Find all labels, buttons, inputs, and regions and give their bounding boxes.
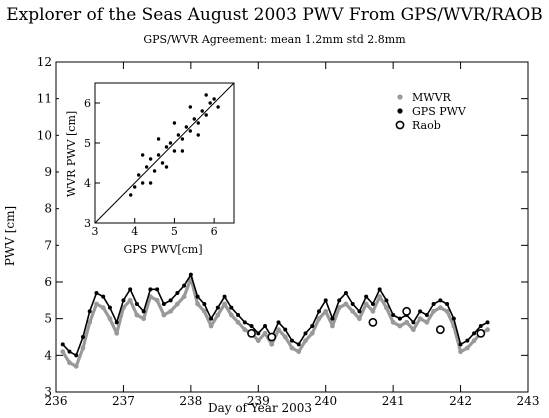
x-tick-label: 237 [112, 394, 135, 408]
inset-point [140, 181, 145, 185]
legend-label-raob: Raob [412, 119, 441, 132]
series-raob [247, 306, 486, 342]
y-tick-label: 11 [37, 92, 52, 106]
inset-point [204, 93, 208, 97]
inset-point [200, 109, 204, 113]
inset-point [140, 153, 145, 157]
inset-point [172, 149, 177, 153]
x-tick-label: 243 [517, 394, 540, 408]
inset-point [148, 181, 153, 185]
inset-point [129, 193, 133, 197]
raob-point [435, 325, 445, 335]
legend-label-mwvr: MWVR [412, 91, 452, 104]
inset-point [184, 125, 189, 129]
chart-subtitle: GPS/WVR Agreement: mean 1.2mm std 2.8mm [143, 33, 406, 46]
x-axis-label: Day of Year 2003 [208, 401, 312, 415]
raob-point [247, 328, 256, 338]
legend-label-gps: GPS PWV [412, 105, 467, 118]
raob-point [267, 332, 277, 342]
inset-point [144, 165, 149, 169]
inset-x-tick-label: 4 [131, 225, 138, 238]
inset-point [180, 137, 185, 141]
inset-x-tick-label: 3 [92, 225, 99, 238]
inset-y-tick-label: 5 [84, 137, 91, 150]
inset-point [164, 145, 169, 149]
raob-point [476, 328, 486, 338]
chart-title: Explorer of the Seas August 2003 PWV Fro… [6, 5, 543, 25]
inset-x-axis-label: GPS PWV[cm] [123, 243, 202, 256]
x-tick-label: 242 [449, 394, 472, 408]
legend-marker-raob [395, 120, 405, 130]
y-tick-label: 6 [44, 275, 52, 289]
inset-y-tick-label: 6 [84, 97, 91, 110]
inset-point [172, 121, 177, 125]
inset-one-to-one-line [94, 82, 235, 224]
inset-point [204, 113, 208, 117]
inset-point [188, 105, 193, 109]
inset-scatter-plot: 3 4 5 6 3 4 5 6 [59, 75, 242, 255]
series-trace [61, 276, 489, 368]
inset-point [196, 121, 200, 125]
inset-y-tick-label: 4 [84, 177, 91, 190]
inset-y-axis-label: WVR PWV [cm] [65, 111, 78, 197]
raob-point [368, 317, 378, 327]
legend-marker-mwvr [397, 94, 403, 100]
inset-point [156, 137, 161, 141]
y-tick-label: 9 [44, 165, 52, 179]
inset-x-tick-label: 5 [171, 225, 178, 238]
main-plot-area: 236 237 238 239 240 241 242 243 3 4 5 6 7 8 9 10 11 12 [37, 55, 540, 408]
inset-point [216, 105, 220, 109]
y-tick-label: 10 [37, 128, 52, 142]
y-tick-label: 12 [37, 55, 52, 69]
y-tick-label: 5 [44, 312, 52, 326]
inset-point [208, 101, 212, 105]
inset-point [188, 129, 193, 133]
inset-point [152, 169, 157, 173]
series-gps-pwv [60, 272, 490, 358]
x-tick-label: 239 [247, 394, 270, 408]
series-mwvr [60, 275, 490, 369]
x-tick-label: 240 [314, 394, 337, 408]
y-tick-label: 7 [44, 238, 52, 252]
inset-y-tick-label: 3 [84, 217, 91, 230]
inset-point [212, 97, 216, 101]
y-axis-label: PWV [cm] [3, 206, 17, 266]
x-tick-label: 241 [382, 394, 405, 408]
raob-point [402, 306, 412, 316]
inset-point [192, 117, 196, 121]
y-tick-label: 4 [44, 348, 52, 362]
inset-point [164, 165, 169, 169]
inset-point [180, 149, 185, 153]
inset-point [133, 185, 137, 189]
main-plot-frame [55, 61, 529, 393]
inset-point [148, 157, 153, 161]
inset-point [136, 173, 141, 177]
y-tick-label: 3 [44, 385, 52, 399]
y-tick-label: 8 [44, 202, 52, 216]
inset-point [176, 133, 181, 137]
inset-point [156, 153, 161, 157]
x-tick-label: 236 [45, 394, 68, 408]
legend-marker-gps [397, 108, 403, 114]
x-tick-label: 238 [179, 394, 202, 408]
inset-point [168, 141, 173, 145]
inset-point [160, 161, 165, 165]
inset-point [196, 133, 200, 137]
series-trace [62, 273, 488, 357]
inset-x-tick-label: 6 [211, 225, 218, 238]
